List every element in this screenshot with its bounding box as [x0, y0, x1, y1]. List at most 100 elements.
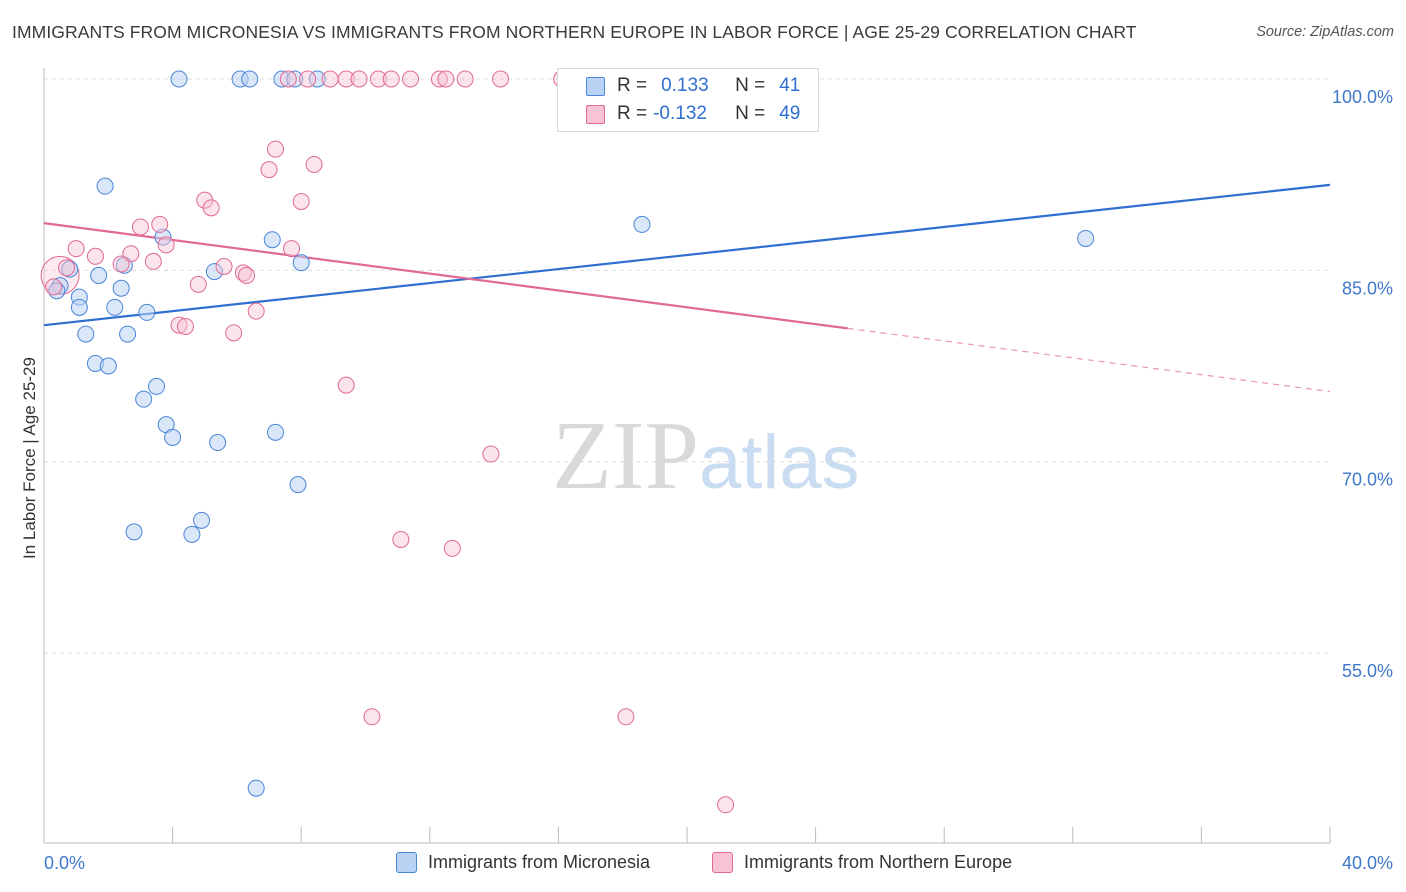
y-tick-labels: 100.0% 85.0% 70.0% 55.0% — [1332, 87, 1393, 681]
northern-europe-point — [202, 199, 220, 217]
correlation-legend: R = 0.133 N = 41 R = -0.132 N = 49 — [557, 68, 819, 132]
northern-europe-point — [45, 278, 63, 296]
micronesia-point — [138, 303, 156, 321]
legend-row-northern-europe: R = -0.132 N = 49 — [558, 100, 800, 128]
northern-europe-point — [617, 708, 635, 726]
axes — [43, 68, 1331, 844]
northern-europe-point — [215, 258, 233, 276]
northern-europe-point — [144, 252, 162, 270]
micronesia-point — [183, 525, 201, 543]
northern-europe-point — [337, 70, 355, 88]
northern-europe-point — [260, 161, 278, 179]
micronesia-point — [125, 523, 143, 541]
micronesia-point — [289, 476, 307, 494]
micronesia-point — [119, 325, 137, 343]
series-legend: Immigrants from Micronesia Immigrants fr… — [0, 852, 1406, 878]
northern-europe-point — [402, 70, 420, 88]
micronesia-point — [209, 434, 227, 452]
legend-n-value: 41 — [779, 75, 801, 96]
series-legend-label: Immigrants from Northern Europe — [744, 852, 1013, 872]
northern-europe-point — [157, 236, 175, 254]
micronesia-point — [193, 511, 211, 529]
series-swatch-blue — [396, 852, 417, 873]
northern-europe-point — [238, 266, 256, 284]
legend-r-value: -0.132 — [653, 103, 707, 124]
micronesia-point — [106, 298, 124, 316]
micronesia-point — [1077, 229, 1095, 247]
northern-europe-point — [492, 70, 510, 88]
northern-europe-point — [58, 259, 76, 277]
micronesia-point — [148, 377, 166, 395]
watermark: ZIPatlas — [552, 400, 860, 512]
micronesia-point — [96, 177, 114, 195]
micronesia-point — [164, 428, 182, 446]
northern-europe-point — [176, 317, 194, 335]
data-points — [40, 70, 1095, 814]
micronesia-point — [90, 266, 108, 284]
northern-europe-point — [151, 215, 169, 233]
micronesia-point — [70, 298, 88, 316]
northern-europe-point — [67, 240, 85, 258]
watermark-atlas: atlas — [699, 420, 860, 505]
northern-europe-point — [321, 70, 339, 88]
northern-europe-point — [456, 70, 474, 88]
micronesia-point — [135, 390, 153, 408]
micronesia-point — [286, 70, 304, 88]
northern-europe-point — [717, 796, 735, 814]
watermark-zip: ZIP — [552, 402, 699, 510]
legend-r-value: 0.133 — [661, 75, 709, 96]
trend-line-dashed — [847, 327, 1331, 393]
micronesia-point — [633, 215, 651, 233]
micronesia-point — [170, 70, 188, 88]
series-legend-label: Immigrants from Micronesia — [428, 852, 651, 872]
trend-lines — [43, 183, 1331, 393]
y-tick-label: 55.0% — [1342, 661, 1393, 681]
northern-europe-point — [382, 70, 400, 88]
northern-europe-point — [225, 324, 243, 342]
northern-europe-point — [234, 264, 252, 282]
northern-europe-point — [363, 708, 381, 726]
legend-swatch-pink — [586, 104, 605, 124]
legend-r-label: R = — [617, 103, 648, 124]
micronesia-point — [263, 231, 281, 249]
micronesia-point — [241, 70, 259, 88]
y-axis-label: In Labor Force | Age 25-29 — [20, 357, 39, 559]
y-tick-label: 100.0% — [1332, 87, 1393, 107]
y-tick-label: 70.0% — [1342, 470, 1393, 490]
northern-europe-point — [305, 155, 323, 173]
northern-europe-point — [112, 255, 130, 273]
northern-europe-point — [247, 302, 265, 320]
x-tick-label: 0.0% — [44, 853, 85, 873]
legend-r-label: R = — [617, 75, 648, 96]
micronesia-point — [99, 357, 117, 375]
trend-line-solid — [43, 183, 1331, 327]
northern-europe-point — [299, 70, 317, 88]
northern-europe-point — [443, 539, 461, 557]
x-tick-label: 40.0% — [1342, 853, 1393, 873]
northern-europe-point — [350, 70, 368, 88]
northern-europe-point — [292, 192, 310, 210]
micronesia-point — [292, 254, 310, 272]
northern-europe-point — [131, 218, 149, 236]
legend-swatch-blue — [586, 76, 605, 96]
northern-europe-point — [369, 70, 387, 88]
legend-n-label: N = — [735, 103, 766, 124]
trend-line-solid — [43, 222, 848, 330]
northern-europe-point — [430, 70, 448, 88]
x-tick-labels: 0.0% 40.0% — [44, 853, 1393, 873]
chart-title: IMMIGRANTS FROM MICRONESIA VS IMMIGRANTS… — [12, 22, 1137, 42]
northern-europe-point — [170, 316, 188, 334]
micronesia-point — [205, 263, 223, 281]
northern-europe-point — [86, 247, 104, 265]
legend-row-micronesia: R = 0.133 N = 41 — [558, 72, 800, 100]
northern-europe-point — [189, 275, 207, 293]
micronesia-point — [112, 279, 130, 297]
micronesia-point — [266, 423, 284, 441]
northern-europe-point — [437, 70, 455, 88]
legend-n-value: 49 — [779, 103, 801, 124]
series-legend-micronesia: Immigrants from Micronesia — [396, 852, 650, 873]
source-label: Source: ZipAtlas.com — [1256, 24, 1394, 40]
micronesia-point — [308, 70, 326, 88]
micronesia-point — [77, 325, 95, 343]
legend-n-label: N = — [735, 75, 766, 96]
